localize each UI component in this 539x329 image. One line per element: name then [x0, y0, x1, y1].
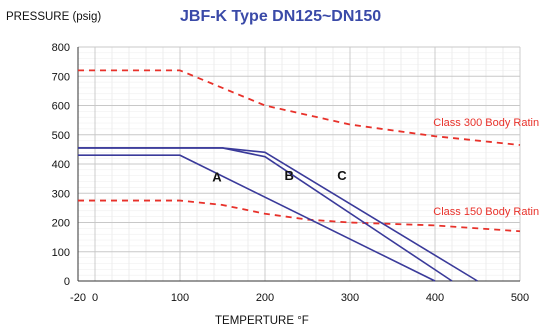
grid — [77, 46, 521, 282]
series-label: B — [285, 168, 294, 183]
x-tick-label: -20 — [70, 292, 86, 304]
x-axis-label: TEMPERTURE °F — [215, 315, 309, 327]
series-label: A — [212, 170, 222, 185]
x-tick-label: 500 — [511, 292, 529, 304]
y-tick-label: 200 — [52, 218, 70, 230]
rating-lines — [78, 69, 521, 233]
x-tick-label: 300 — [341, 292, 359, 304]
x-tick-label: 100 — [171, 292, 189, 304]
y-tick-label: 300 — [52, 188, 70, 200]
series-label: C — [337, 168, 347, 183]
y-tick-label: 0 — [64, 276, 70, 288]
x-tick-label: 0 — [92, 292, 98, 304]
rating-line — [78, 199, 521, 233]
series-line-a — [78, 154, 436, 282]
annotations: Class 300 Body Rating Class 150 Body Rati… — [212, 117, 539, 218]
rating-label: Class 150 Body Rating — [433, 206, 539, 218]
y-tick-label: 800 — [52, 42, 70, 54]
y-tick-label: 600 — [52, 101, 70, 113]
series-line-c — [78, 147, 478, 282]
y-tick-label: 700 — [52, 71, 70, 83]
series-lines — [78, 147, 478, 282]
y-tick-label: 400 — [52, 159, 70, 171]
y-tick-label: 100 — [52, 247, 70, 259]
x-tick-label: 200 — [256, 292, 274, 304]
chart-title: JBF-K Type DN125~DN150 — [180, 8, 381, 25]
y-tick-label: 500 — [52, 130, 70, 142]
x-tick-label: 400 — [426, 292, 444, 304]
rating-label: Class 300 Body Rating — [433, 117, 539, 129]
y-axis-label: PRESSURE (psig) — [6, 11, 101, 23]
